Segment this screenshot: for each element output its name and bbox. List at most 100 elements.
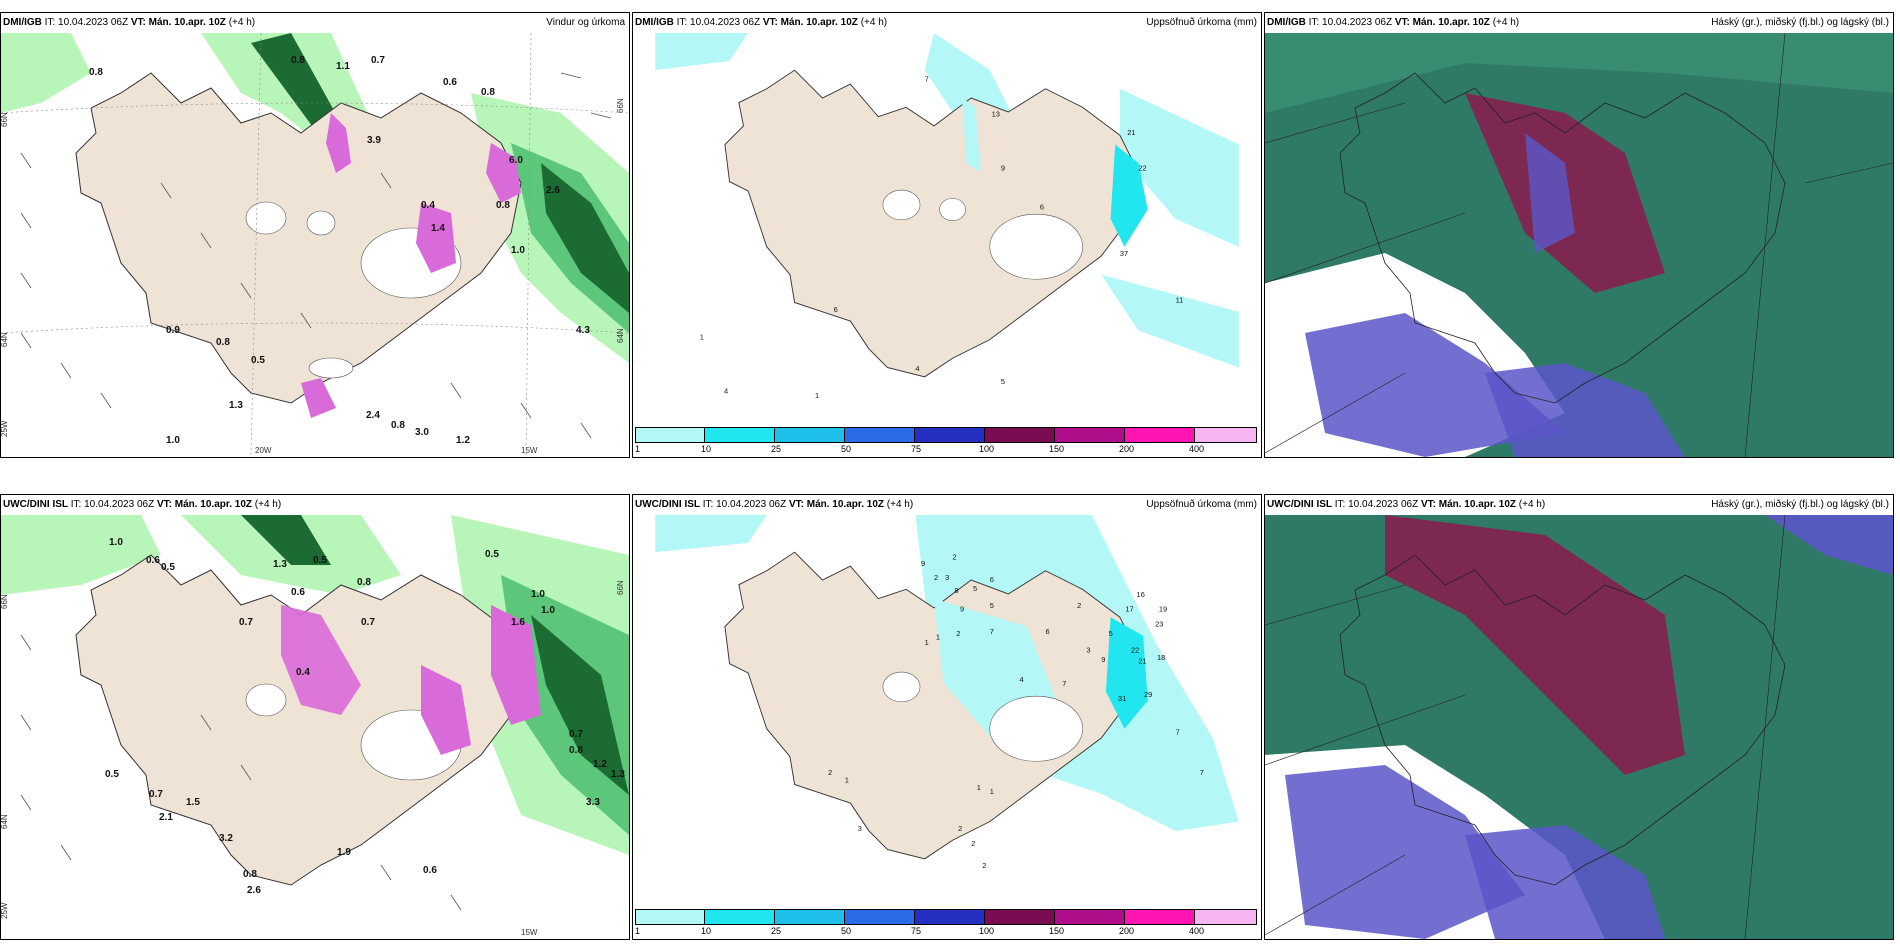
precip-value: 4.3	[576, 325, 590, 336]
precip-blob	[421, 665, 471, 755]
precip-east-coast	[1105, 617, 1148, 729]
precip-band-north-dark	[251, 33, 341, 138]
cloud-mid-area	[1525, 133, 1575, 253]
lat-label-right: 66N	[616, 580, 625, 595]
precip-value: 0.8	[357, 577, 371, 588]
precip-value: 0.5	[485, 549, 499, 560]
precip-value: 0.4	[296, 667, 310, 678]
glacier-langjokull	[245, 201, 287, 235]
precip-value: 0.9	[166, 325, 180, 336]
accum-value: 6	[834, 305, 838, 314]
panel-dmi-wind-precip: DMI/IGB IT: 10.04.2023 06Z VT: Mán. 10.a…	[0, 12, 630, 458]
precip-band-west	[1, 33, 91, 113]
colorbar-swatch	[845, 427, 915, 443]
precip-value: 1.3	[611, 769, 625, 780]
accum-value: 19	[1159, 605, 1167, 614]
precip-value: 1.0	[166, 435, 180, 446]
precip-value: 0.4	[421, 200, 435, 211]
glacier-langjokull	[882, 671, 921, 703]
precip-value: 2.4	[366, 410, 380, 421]
accum-value: 1	[845, 776, 849, 785]
colorbar-swatch	[915, 909, 985, 925]
lat-label: 66N	[1, 594, 9, 609]
precip-value: 0.6	[423, 865, 437, 876]
accum-value: 6	[1046, 627, 1050, 636]
glacier-langjokull	[882, 189, 921, 221]
init-time: IT: 10.04.2023 06Z	[70, 499, 155, 510]
colorbar-label: 1	[635, 926, 641, 936]
precip-band-cyan	[1119, 88, 1239, 247]
accum-value: 1	[925, 638, 929, 647]
precip-values: 0.8 0.8 1.1 0.7 0.6 0.8 3.9 6.0 2.6 0.4 …	[89, 55, 590, 446]
wind-precip-map: 66N 64N 25W 15W 66N 1.0 0.6 0.5 1.3 0.5 …	[1, 515, 629, 939]
coastline	[1339, 554, 1786, 886]
panel-title: Háský (gr.), miðský (fj.bl.) og lágský (…	[1711, 17, 1889, 28]
init-time: IT: 10.04.2023 06Z	[1334, 499, 1419, 510]
accum-value: 5	[990, 601, 994, 610]
precip-value: 2.6	[247, 885, 261, 896]
colorbar-label: 10	[701, 926, 712, 936]
precip-value: 3.2	[219, 833, 233, 844]
panel-header: DMI/IGB IT: 10.04.2023 06Z VT: Mán. 10.a…	[635, 14, 1257, 32]
precip-value: 0.8	[391, 420, 405, 431]
lon-label: 20W	[255, 446, 272, 455]
accum-value: 2	[958, 824, 962, 833]
accum-values: 9 2 2 3 5 8 6 9 5 7 1 2 1 16 17 19 23 22…	[828, 553, 1204, 871]
lead-time: (+4 h)	[1518, 499, 1546, 510]
colorbar-swatch	[705, 427, 775, 443]
init-time: IT: 10.04.2023 06Z	[702, 499, 787, 510]
precip-band-east-dark	[541, 163, 629, 313]
model-source: DMI/IGB	[635, 17, 674, 28]
accum-value: 6	[1040, 203, 1044, 212]
colorbar-label: 200	[1119, 926, 1135, 936]
accum-value: 13	[992, 110, 1000, 119]
precip-band-cyan	[655, 515, 767, 553]
cloud-mid-area	[1765, 515, 1893, 575]
accum-value: 5	[1001, 377, 1005, 386]
precip-value: 1.2	[593, 759, 607, 770]
precip-value: 1.0	[531, 589, 545, 600]
panel-header: UWC/DINI ISL IT: 10.04.2023 06Z VT: Mán.…	[1267, 496, 1889, 514]
glacier-langjokull	[245, 683, 287, 717]
precip-value: 1.0	[541, 605, 555, 616]
colorbar-label: 400	[1189, 444, 1205, 454]
precip-blob	[491, 605, 541, 725]
lead-time: (+4 h)	[254, 499, 282, 510]
accum-value: 17	[1125, 605, 1133, 614]
precip-value: 0.5	[161, 562, 175, 573]
colorbar-swatch	[985, 909, 1055, 925]
colorbar-label: 25	[771, 444, 782, 454]
init-time: IT: 10.04.2023 06Z	[1308, 17, 1393, 28]
accum-value: 2	[971, 839, 975, 848]
lon-label: 15W	[521, 928, 538, 937]
colorbar-label: 75	[911, 926, 922, 936]
lead-time: (+4 h)	[1492, 17, 1520, 28]
precip-blob	[416, 203, 456, 273]
accum-value: 21	[1127, 128, 1135, 137]
precip-value: 0.5	[105, 769, 119, 780]
accum-value: 11	[1176, 295, 1184, 304]
lat-label: 25W	[1, 420, 9, 437]
init-time: IT: 10.04.2023 06Z	[44, 17, 129, 28]
colorbar-label: 400	[1189, 926, 1205, 936]
accum-value: 7	[925, 74, 929, 83]
accum-value: 29	[1144, 690, 1152, 699]
colorbar-label: 100	[979, 926, 995, 936]
colorbar-swatch	[915, 427, 985, 443]
precip-strip	[961, 98, 981, 173]
colorbar-swatch	[635, 909, 705, 925]
panel-uwc-clouds: UWC/DINI ISL IT: 10.04.2023 06Z VT: Mán.…	[1264, 494, 1894, 940]
precip-value: 1.1	[336, 61, 350, 72]
wind-barbs	[20, 72, 612, 439]
cloud-low-area	[1285, 765, 1525, 939]
accum-value: 7	[990, 627, 994, 636]
clouds-map	[1265, 515, 1893, 939]
panel-title: Háský (gr.), miðský (fj.bl.) og lágský (…	[1711, 499, 1889, 510]
accum-value: 2	[982, 861, 986, 870]
precip-value: 1.0	[511, 245, 525, 256]
valid-time: VT: Mán. 10.apr. 10Z	[788, 499, 885, 510]
accum-value: 9	[1001, 164, 1005, 173]
colorbar-label: 150	[1049, 444, 1065, 454]
colorbar-swatch	[1055, 427, 1125, 443]
glacier-hofsjokull	[939, 198, 966, 221]
